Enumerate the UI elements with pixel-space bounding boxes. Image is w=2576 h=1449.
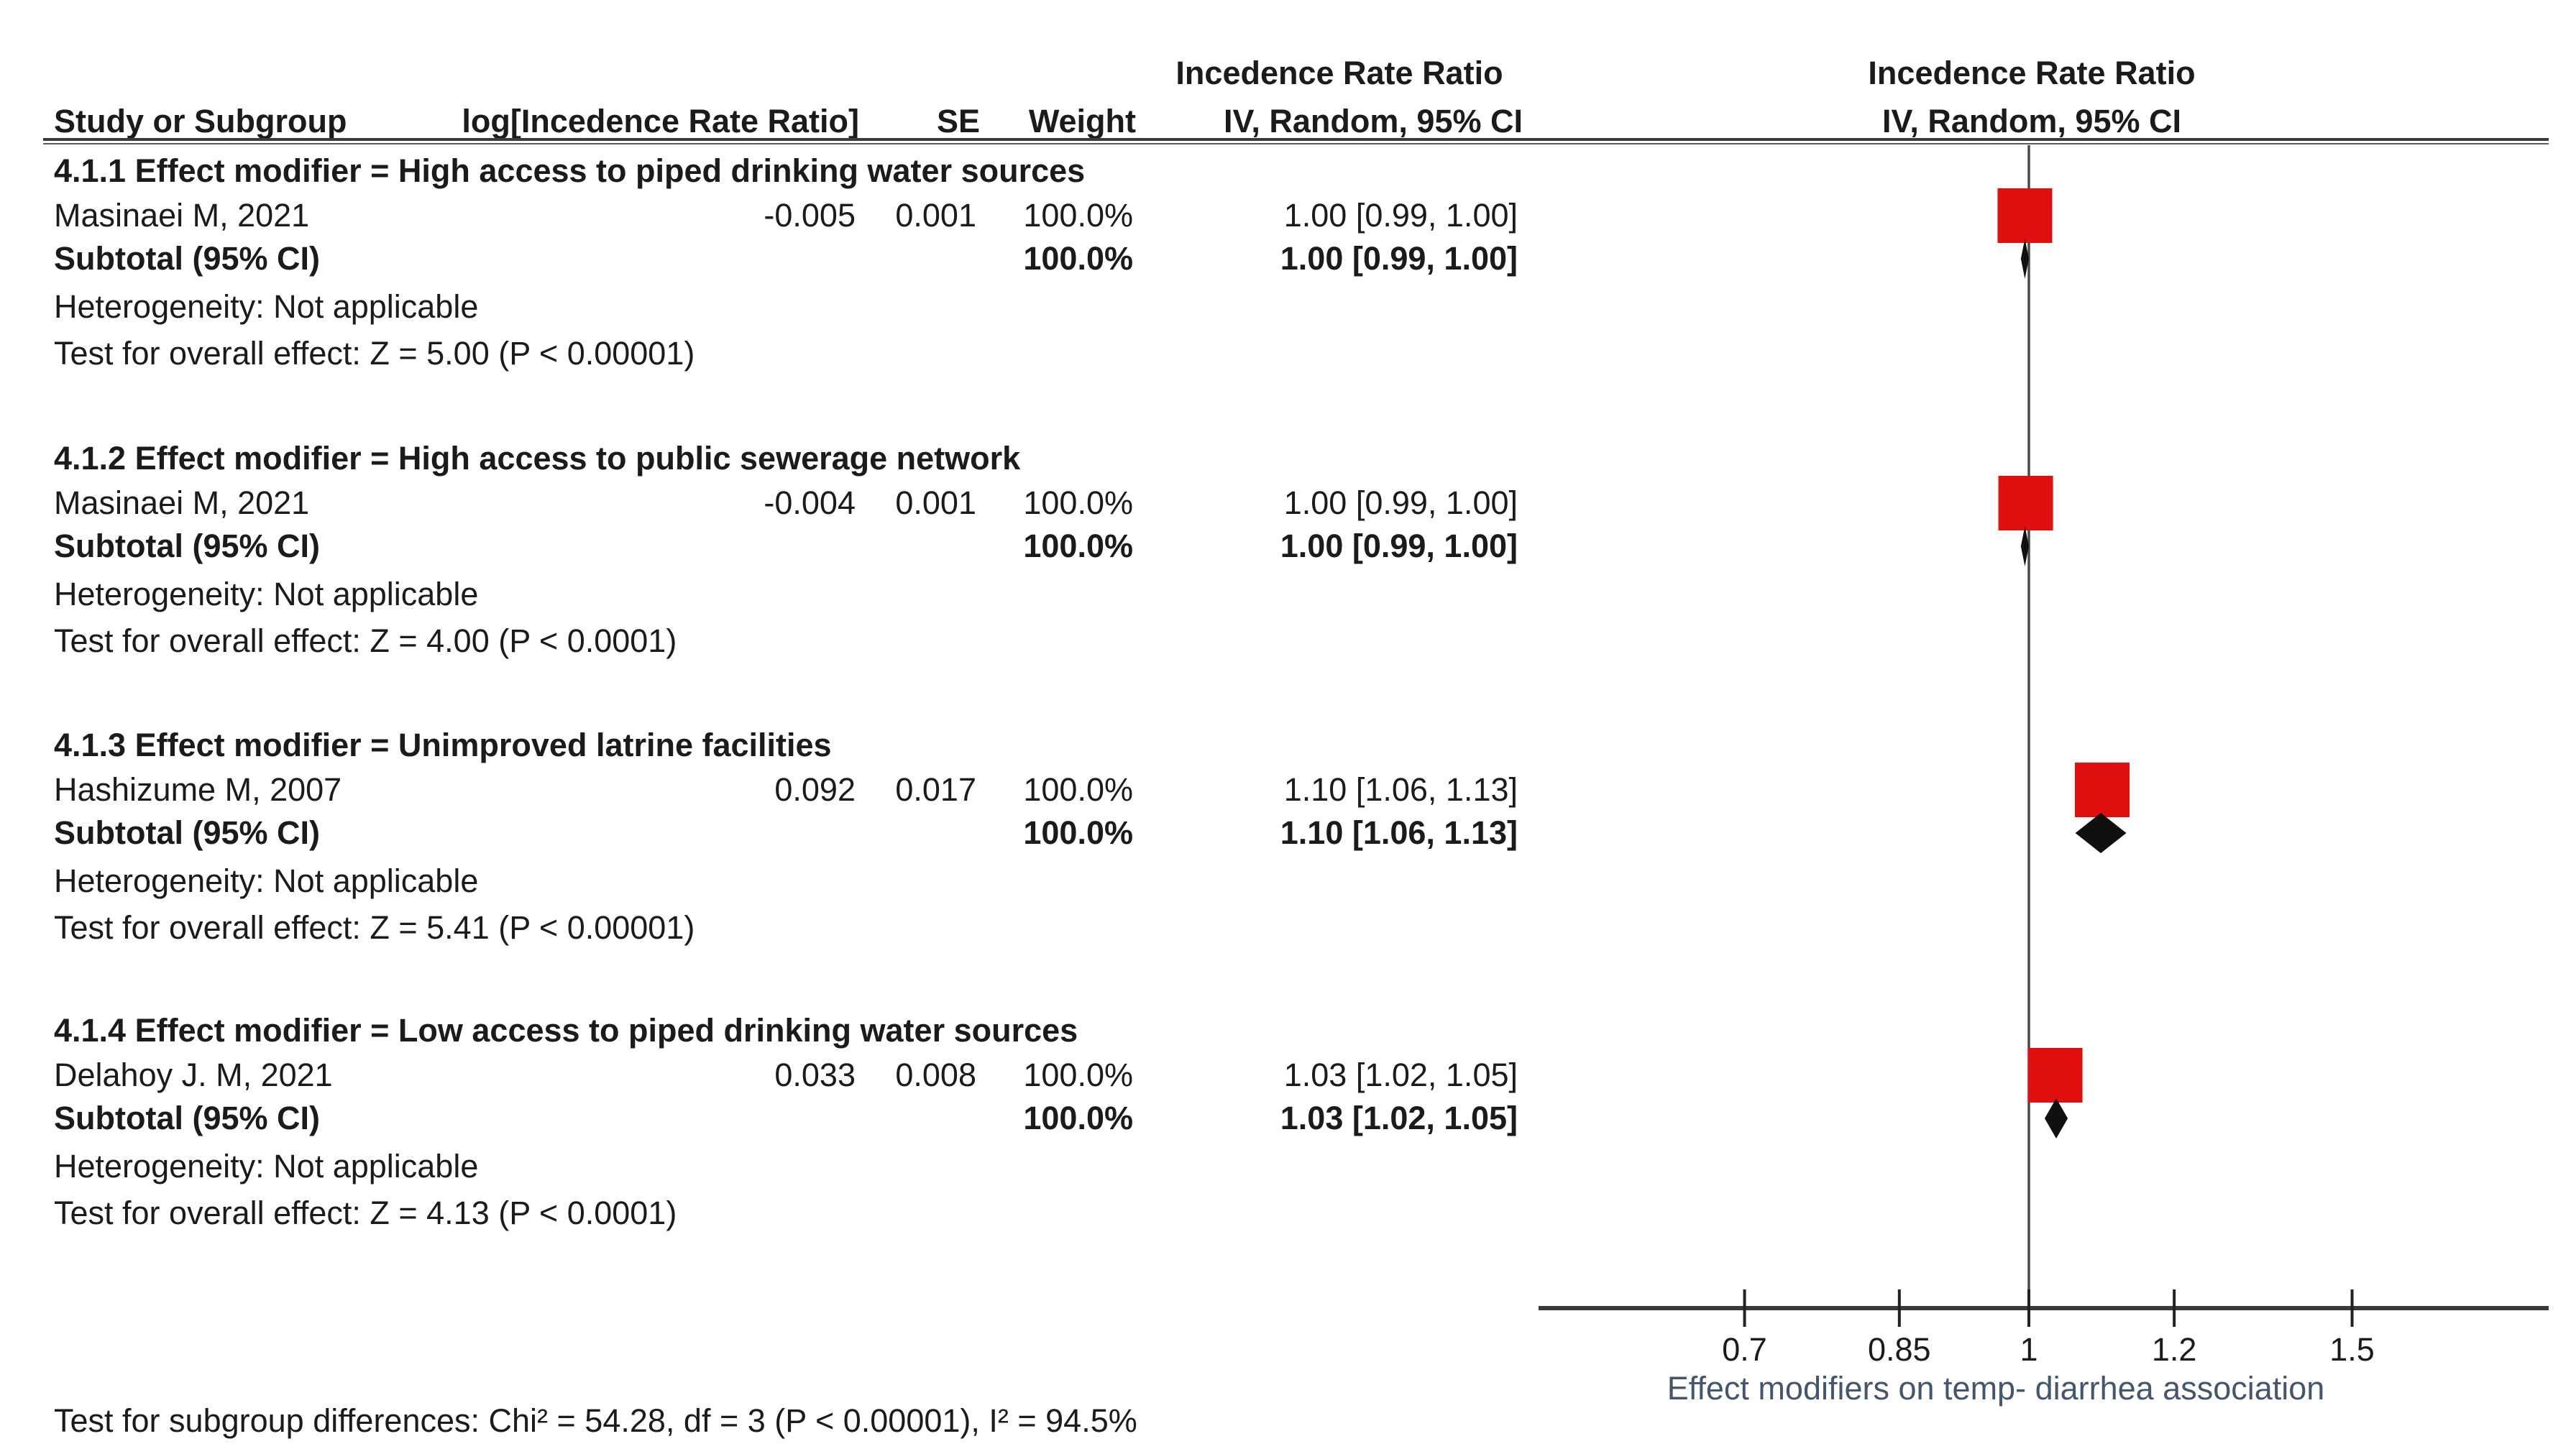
heterogeneity-text: Heterogeneity: Not applicable: [54, 576, 479, 612]
axis-tick-label: 0.85: [1868, 1331, 1931, 1368]
subtotal-weight: 100.0%: [1023, 240, 1133, 277]
subtotal-weight: 100.0%: [1023, 528, 1133, 564]
overall-effect-text: Test for overall effect: Z = 5.00 (P < 0…: [54, 335, 695, 372]
section-title: 4.1.3 Effect modifier = Unimproved latri…: [54, 727, 832, 763]
study-name: Masinaei M, 2021: [54, 484, 310, 521]
subtotal-diamond: [2020, 526, 2029, 566]
plot-effect-header-line1: Incedence Rate Ratio: [1868, 55, 2196, 91]
header-rule-bottom: [43, 143, 2549, 144]
overall-effect-text: Test for overall effect: Z = 5.41 (P < 0…: [54, 909, 695, 946]
overall-effect-text: Test for overall effect: Z = 4.13 (P < 0…: [54, 1195, 677, 1231]
subtotal-ci: 1.03 [1.02, 1.05]: [1280, 1100, 1518, 1136]
study-name: Delahoy J. M, 2021: [54, 1057, 333, 1093]
heterogeneity-text: Heterogeneity: Not applicable: [54, 862, 479, 899]
subgroup-differences-text: Test for subgroup differences: Chi² = 54…: [54, 1402, 1137, 1439]
overall-effect-text: Test for overall effect: Z = 4.00 (P < 0…: [54, 622, 677, 659]
study-weight: 100.0%: [1023, 1057, 1133, 1093]
plot-effect-header-line2: IV, Random, 95% CI: [1882, 103, 2181, 139]
study-ci: 1.00 [0.99, 1.00]: [1283, 484, 1518, 521]
stat-effect-header-line2: IV, Random, 95% CI: [1224, 103, 1523, 139]
study-se: 0.008: [895, 1057, 976, 1093]
axis-tick-label: 0.7: [1722, 1331, 1767, 1368]
study-weight: 100.0%: [1023, 197, 1133, 234]
study-ci: 1.03 [1.02, 1.05]: [1283, 1057, 1518, 1093]
column-header-study: Study or Subgroup: [54, 103, 347, 139]
section-title: 4.1.4 Effect modifier = Low access to pi…: [54, 1012, 1078, 1049]
subtotal-ci: 1.00 [0.99, 1.00]: [1280, 240, 1518, 277]
section-title: 4.1.2 Effect modifier = High access to p…: [54, 440, 1021, 477]
subtotal-diamond: [2020, 239, 2029, 279]
subtotal-weight: 100.0%: [1023, 1100, 1133, 1136]
column-header-log-effect: log[Incedence Rate Ratio]: [462, 103, 859, 139]
column-header-weight: Weight: [1028, 103, 1136, 139]
study-effect-square: [2075, 763, 2130, 817]
axis-caption: Effect modifiers on temp- diarrhea assoc…: [1667, 1370, 2325, 1407]
axis-tick-label: 1.2: [2151, 1331, 2197, 1368]
study-log-irr: 0.092: [774, 771, 856, 808]
study-ci: 1.00 [0.99, 1.00]: [1283, 197, 1518, 234]
header-rule-top: [43, 138, 2549, 141]
subtotal-label: Subtotal (95% CI): [54, 528, 321, 564]
study-effect-square: [1997, 188, 2053, 243]
study-log-irr: 0.033: [774, 1057, 856, 1093]
study-effect-square: [1998, 476, 2053, 530]
study-name: Masinaei M, 2021: [54, 197, 310, 234]
subtotal-diamond: [2044, 1098, 2068, 1138]
subtotal-diamond: [2075, 813, 2127, 853]
subtotal-ci: 1.10 [1.06, 1.13]: [1280, 814, 1518, 851]
study-effect-square: [2027, 1048, 2083, 1103]
subtotal-label: Subtotal (95% CI): [54, 240, 321, 277]
subtotal-ci: 1.00 [0.99, 1.00]: [1280, 528, 1518, 564]
study-se: 0.001: [895, 484, 976, 521]
study-weight: 100.0%: [1023, 771, 1133, 808]
study-se: 0.017: [895, 771, 976, 808]
axis-tick-label: 1: [2020, 1331, 2038, 1368]
heterogeneity-text: Heterogeneity: Not applicable: [54, 288, 479, 325]
stat-effect-header-line1: Incedence Rate Ratio: [1175, 55, 1503, 91]
study-name: Hashizume M, 2007: [54, 771, 342, 808]
study-ci: 1.10 [1.06, 1.13]: [1283, 771, 1518, 808]
subtotal-label: Subtotal (95% CI): [54, 1100, 321, 1136]
section-title: 4.1.1 Effect modifier = High access to p…: [54, 152, 1086, 189]
column-header-se: SE: [936, 103, 980, 139]
study-se: 0.001: [895, 197, 976, 234]
subtotal-weight: 100.0%: [1023, 814, 1133, 851]
heterogeneity-text: Heterogeneity: Not applicable: [54, 1148, 479, 1184]
study-weight: 100.0%: [1023, 484, 1133, 521]
study-log-irr: -0.005: [764, 197, 856, 234]
study-log-irr: -0.004: [764, 484, 856, 521]
axis-tick-label: 1.5: [2329, 1331, 2375, 1368]
subtotal-label: Subtotal (95% CI): [54, 814, 321, 851]
